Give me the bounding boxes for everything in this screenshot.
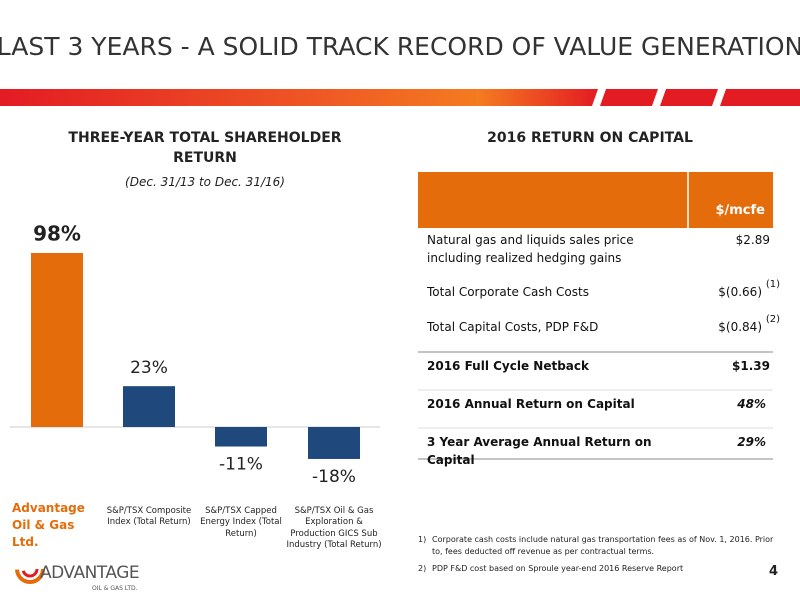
header-stripe	[0, 89, 598, 106]
row-value: 48%	[737, 397, 766, 411]
row-value: $2.89	[735, 233, 770, 247]
row-label: 2016 Annual Return on Capital	[427, 397, 635, 411]
row-label: Natural gas and liquids sales price incl…	[427, 233, 634, 265]
logo-swirl	[15, 554, 45, 584]
footnote-text: Corporate cash costs include natural gas…	[432, 535, 774, 556]
category-label: S&P/TSX Composite Index (Total Return)	[106, 506, 192, 528]
row-value: $(0.66)	[718, 285, 762, 299]
header-stripe	[720, 89, 800, 106]
value-label: 98%	[33, 222, 81, 246]
table-title: 2016 RETURN ON CAPITAL	[487, 130, 693, 146]
footnote-marker: 2)	[418, 564, 427, 573]
row-note: (2)	[765, 314, 780, 325]
header-stripe	[660, 89, 718, 106]
row-value: $(0.84)	[718, 320, 762, 334]
column-header: $/mcfe	[715, 203, 765, 218]
footnote-marker: 1)	[418, 535, 427, 544]
chart-subtitle: (Dec. 31/13 to Dec. 31/16)	[125, 175, 285, 189]
category-label: S&P/TSX Oil & Gas Exploration & Producti…	[286, 506, 382, 551]
bar	[31, 253, 83, 427]
value-label: -11%	[219, 455, 263, 475]
logo-tagline: OIL & GAS LTD.	[92, 585, 138, 592]
category-label: S&P/TSX Capped Energy Index (Total Retur…	[200, 506, 282, 539]
footnote-text: PDP F&D cost based on Sproule year-end 2…	[432, 564, 684, 573]
row-label: Total Capital Costs, PDP F&D	[427, 320, 599, 334]
value-label: 23%	[130, 358, 168, 378]
value-label: -18%	[312, 467, 356, 487]
bar	[308, 427, 360, 459]
logo-swirl	[21, 560, 39, 578]
slide-title: LAST 3 YEARS - A SOLID TRACK RECORD OF V…	[0, 32, 800, 61]
logo-name: ADVANTAGE	[40, 563, 139, 583]
category-label: Advantage Oil & Gas Ltd.	[12, 501, 85, 549]
row-label: Total Corporate Cash Costs	[427, 285, 589, 299]
row-note: (1)	[765, 279, 780, 290]
table-header	[418, 172, 773, 228]
row-value: $1.39	[732, 359, 770, 373]
row-label: 3 Year Average Annual Return on Capital	[427, 435, 652, 467]
row-label: 2016 Full Cycle Netback	[427, 359, 589, 373]
bar	[123, 386, 175, 427]
bar	[215, 427, 267, 447]
header-stripe	[600, 89, 658, 106]
chart-title: THREE-YEAR TOTAL SHAREHOLDER RETURN	[68, 130, 341, 166]
page-number: 4	[769, 564, 778, 579]
row-value: 29%	[737, 435, 766, 449]
